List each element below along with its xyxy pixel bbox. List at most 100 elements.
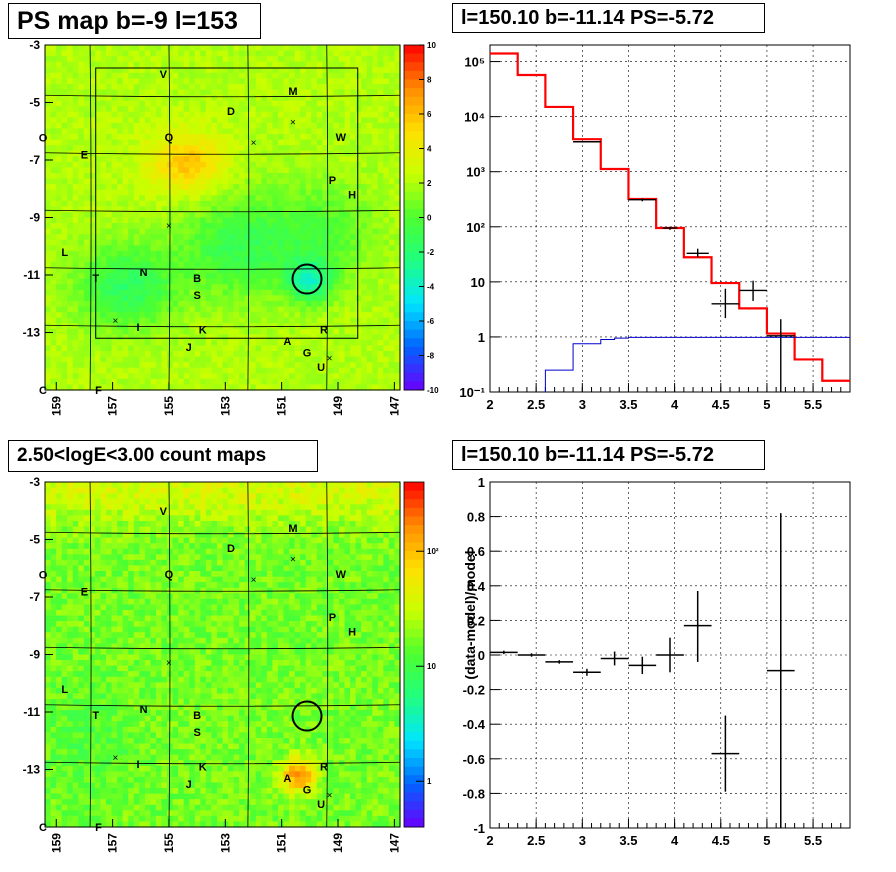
ps-heatmap-cell [100,284,107,291]
count-heatmap-cell [250,493,257,500]
count-heatmap-cell [189,554,196,561]
count-heatmap-cell [139,482,146,489]
count-heatmap-cell [266,548,274,555]
ps-heatmap-cell [144,312,151,319]
ps-heatmap-cell [150,300,157,308]
count-heatmap-cell [172,520,179,528]
count-heatmap-cell [322,498,329,505]
count-heatmap-cell [244,554,251,561]
ps-heatmap-cell [355,367,362,374]
ps-heatmap-cell [383,89,390,96]
ps-heatmap-cell [222,328,229,335]
ps-heatmap-cell [106,334,113,341]
ps-heatmap-cell [377,156,384,163]
ps-heatmap-cell [350,273,357,280]
ps-heatmap-cell [277,128,285,135]
ps-heatmap-cell [233,211,240,219]
ps-heatmap-cell [233,300,240,308]
ps-heatmap-cell [305,362,312,369]
ps-heatmap-cell [322,106,329,113]
ps-cross-marker: × [327,353,333,364]
ps-heatmap-cell [277,106,285,113]
ps-heatmap-cell [311,245,318,252]
ps-heatmap-cell [266,100,274,107]
count-heatmap-cell [322,487,329,494]
count-heatmap-cell [222,487,229,494]
ps-heatmap-cell [338,367,346,374]
ps-heatmap-cell [377,45,384,52]
ps-heatmap-cell [216,250,224,258]
ps-heatmap-cell [122,351,129,358]
ps-heatmap-cell [283,256,290,263]
ps-heatmap-cell [178,122,185,130]
ps-heatmap-cell [194,50,201,57]
ps-heatmap-cell [388,239,396,246]
ps-heatmap-cell [155,278,163,285]
ps-heatmap-cell [333,122,340,130]
count-heatmap-cell [355,543,362,550]
count-heatmap-cell [61,493,68,500]
ps-heatmap-cell [161,45,168,52]
ps-heatmap-cell [106,72,113,79]
count-heatmap-cell [355,487,362,494]
ps-heatmap-cell [94,45,102,52]
ps-heatmap-cell [167,317,174,324]
count-heatmap-cell [350,487,357,494]
ps-heatmap-cell [205,150,213,157]
ps-heatmap-cell [394,351,401,358]
ps-heatmap-cell [333,117,340,124]
ps-heatmap-cell [255,89,262,96]
ps-heatmap-cell [216,378,224,386]
ps-heatmap-cell [388,228,396,235]
ps-heatmap-cell [261,195,268,202]
ps-heatmap-cell [277,134,285,141]
ps-heatmap-cell [300,206,307,213]
count-heatmap-cell [322,526,329,533]
ps-heatmap-cell [172,262,179,269]
ps-heatmap-cell [122,122,129,130]
ps-heatmap-cell [144,161,151,169]
ps-heatmap-cell [56,145,63,152]
ps-heatmap-cell [344,245,351,252]
ps-heatmap-cell [194,328,201,335]
ps-heatmap-cell [72,95,79,102]
ps-heatmap-cell [333,378,340,386]
count-heatmap-cell [117,520,124,528]
ps-heatmap-cell [233,67,240,74]
ps-heatmap-cell [150,267,157,274]
ps-heatmap-cell [100,351,107,358]
ps-heatmap-cell [372,100,379,107]
ps-heatmap-cell [311,312,318,319]
ps-heatmap-cell [255,156,262,163]
ps-heatmap-cell [322,273,329,280]
ps-heatmap-cell [178,206,185,213]
ps-heatmap-cell [233,256,240,263]
ps-heatmap-cell [67,50,74,57]
ps-heatmap-cell [83,345,90,352]
ps-heatmap-cell [300,373,307,380]
count-heatmap-cell [144,520,151,528]
ps-heatmap-cell [216,184,224,191]
ps-heatmap-cell [67,156,74,163]
ps-heatmap-cell [111,223,118,230]
ps-heatmap-cell [144,122,151,130]
ps-colorbar-cell [404,122,424,132]
ps-heatmap-cell [67,351,74,358]
ps-heatmap-cell [222,50,229,57]
ps-heatmap-cell [266,245,274,252]
ps-heatmap-cell [361,139,368,146]
ps-heatmap-cell [361,367,368,374]
ps-heatmap-cell [228,367,235,374]
ps-heatmap-cell [150,167,157,174]
ps-heatmap-cell [194,256,201,263]
ps-heatmap-cell [128,267,135,274]
count-heatmap-cell [106,520,113,528]
count-heatmap-cell [266,554,274,561]
ps-heatmap-cell [261,356,268,363]
ps-heatmap-cell [50,83,57,91]
count-heatmap-cell [45,532,52,539]
ps-heatmap-cell [333,262,340,269]
count-heatmap-cell [244,537,251,544]
ps-heatmap-cell [106,206,113,213]
ps-heatmap-cell [366,245,373,252]
